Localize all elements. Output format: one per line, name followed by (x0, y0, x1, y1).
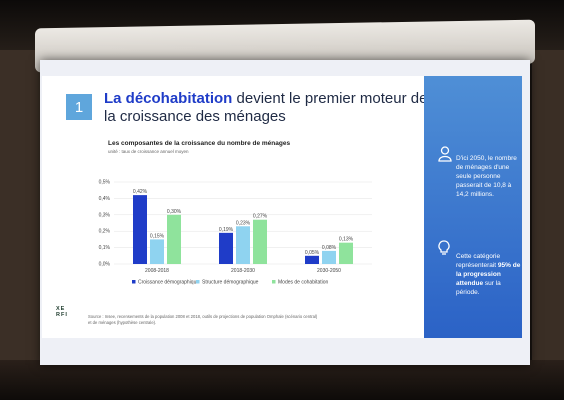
bar (339, 242, 353, 264)
data-label: 0,13% (339, 237, 354, 243)
slide-title: La décohabitation devient le premier mot… (104, 90, 434, 126)
legend-swatch (196, 280, 200, 284)
legend-label: Croissance démographique (138, 280, 199, 286)
y-tick-label: 0,0% (99, 262, 111, 268)
legend-swatch (132, 280, 136, 284)
slide: 1 La décohabitation devient le premier m… (42, 76, 522, 338)
data-label: 0,30% (167, 209, 182, 215)
wall-left (0, 50, 40, 370)
data-label: 0,08% (322, 245, 337, 251)
slide-title-bold: La décohabitation (104, 90, 233, 107)
y-tick-label: 0,2% (99, 229, 111, 235)
y-tick-label: 0,5% (99, 180, 111, 186)
y-tick-label: 0,4% (99, 196, 111, 202)
bar (305, 255, 319, 264)
bar-chart: 0,0% 0,1% 0,2% 0,3% 0,4% 0,5% 0,42% 0,15% 0,30%… (99, 180, 372, 286)
slide-title-rest: devient le premier moteur de la croissan… (104, 90, 428, 125)
x-tick-label: 2030-2050 (317, 268, 341, 274)
y-tick-label: 0,3% (99, 212, 111, 218)
bar (236, 226, 250, 264)
person-icon (438, 146, 452, 162)
data-label: 0,19% (219, 227, 234, 233)
x-tick-label: 2008-2018 (145, 268, 169, 274)
xerfi-logo: XE RFI (56, 306, 68, 318)
panel-fact-1: D'ici 2050, le nombre de ménages d'une s… (438, 154, 522, 199)
lightbulb-icon (438, 240, 450, 255)
data-label: 0,27% (253, 214, 268, 220)
x-tick-label: 2018-2030 (231, 268, 255, 274)
legend-label: Modes de cohabitation (278, 280, 329, 286)
panel-fact-2-bold: 95% de la progression attendue (456, 262, 521, 287)
bar (150, 239, 164, 264)
slide-number-badge: 1 (66, 94, 92, 120)
audience-area (0, 360, 564, 400)
bar (322, 250, 336, 264)
panel-fact-2: Cette catégorie représenterait 95% de la… (438, 252, 522, 297)
source-note: Source : Insee, recensements de la popul… (88, 314, 318, 325)
wall-right (532, 50, 564, 370)
y-tick-label: 0,1% (99, 245, 111, 251)
data-label: 0,42% (133, 189, 148, 195)
legend-label: Structure démographique (202, 280, 259, 286)
data-label: 0,15% (150, 233, 165, 239)
chart-title: Les composantes de la croissance du nomb… (108, 140, 291, 147)
legend-swatch (272, 280, 276, 284)
bar (167, 214, 181, 264)
panel-fact-2-post: sur la période. (456, 280, 501, 296)
panel-fact-2-pre: Cette catégorie représenterait (456, 253, 501, 269)
bar (219, 232, 233, 264)
bar (133, 195, 147, 264)
key-facts-panel: D'ici 2050, le nombre de ménages d'une s… (424, 76, 522, 338)
data-label: 0,05% (305, 250, 320, 256)
chart-subtitle: unité : taux de croissance annuel moyen (108, 149, 189, 154)
data-label: 0,23% (236, 220, 251, 226)
panel-fact-1-text: D'ici 2050, le nombre de ménages d'une s… (456, 155, 517, 198)
bar (253, 219, 267, 264)
